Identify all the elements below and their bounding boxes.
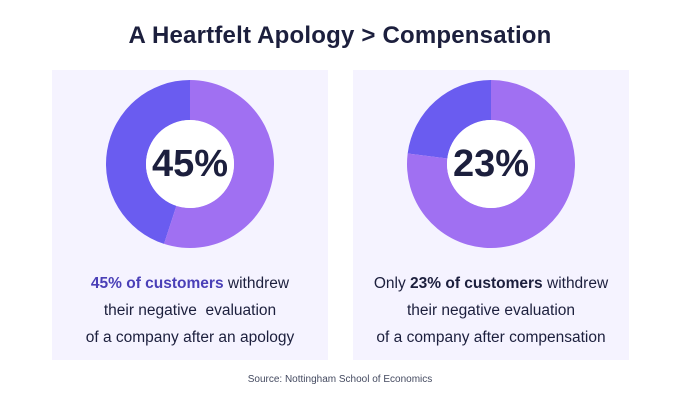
- compensation-caption-prefix: Only: [373, 275, 411, 292]
- compensation-caption-line3: of a company after compensation: [376, 329, 606, 346]
- apology-caption: 45% of customers withdrew their negative…: [52, 270, 328, 351]
- apology-panel: 45% 45% of customers withdrew their nega…: [52, 70, 328, 360]
- compensation-caption-highlight: 23% of customers: [410, 275, 543, 292]
- compensation-donut-chart: 23%: [407, 80, 575, 248]
- apology-center-label: 45%: [152, 143, 228, 185]
- donut-0-slice-highlight: [106, 80, 190, 244]
- page-title: A Heartfelt Apology > Compensation: [128, 22, 552, 49]
- apology-donut-chart: 45%: [106, 80, 274, 249]
- apology-caption-line1-rest: withdrew: [223, 275, 290, 292]
- compensation-center-label: 23%: [453, 143, 529, 185]
- compensation-caption-line1-rest: withdrew: [542, 275, 609, 292]
- compensation-caption-line2: their negative evaluation: [406, 302, 576, 319]
- apology-caption-line2: their negative evaluation: [103, 302, 277, 319]
- compensation-caption: Only 23% of customers withdrew their neg…: [353, 270, 629, 351]
- apology-caption-line3: of a company after an apology: [85, 329, 295, 346]
- donut-1-slice-remainder: [407, 80, 575, 248]
- donut-0-slice-remainder: [164, 80, 274, 249]
- donut-1-hole: [447, 120, 535, 208]
- source-note: Source: Nottingham School of Economics: [247, 374, 433, 385]
- donut-1-slice-highlight: [407, 80, 491, 159]
- donut-0-hole: [146, 120, 234, 208]
- apology-caption-highlight: 45% of customers: [90, 275, 224, 292]
- compensation-panel: 23% Only 23% of customers withdrew their…: [353, 70, 629, 360]
